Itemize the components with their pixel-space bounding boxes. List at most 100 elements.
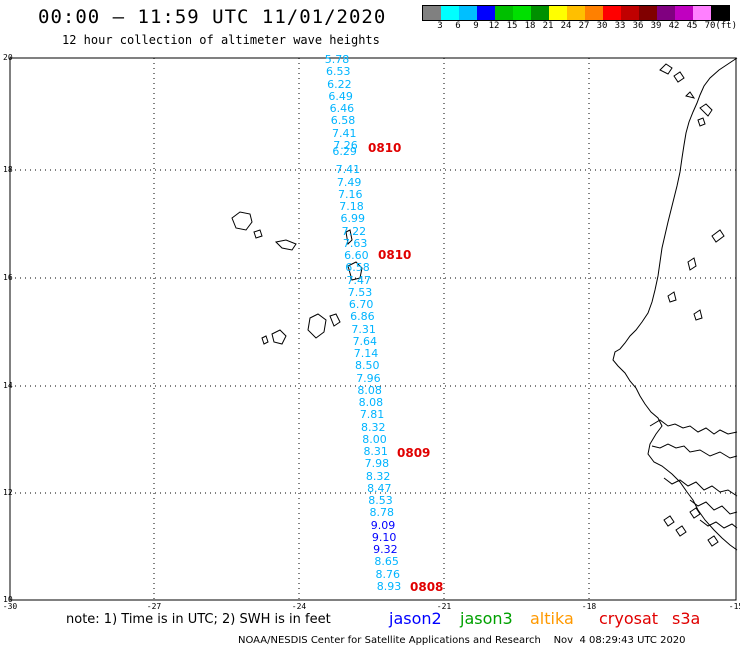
swh-value: 5.78 bbox=[324, 53, 350, 66]
colorbar-label: 42 bbox=[668, 21, 680, 31]
footer-note: note: 1) Time is in UTC; 2) SWH is in fe… bbox=[66, 612, 331, 627]
cape-verde-santo-antao bbox=[231, 211, 253, 231]
colorbar-cell bbox=[657, 6, 675, 20]
swh-value: 8.08 bbox=[357, 383, 382, 397]
swh-value: 8.53 bbox=[368, 494, 393, 508]
swh-value: 7.47 bbox=[346, 273, 372, 287]
colorbar-labels: 3 6 9 12 15 18 21 24 27 30 33 36 39 42 45 70 (ft) bbox=[422, 21, 737, 33]
colorbar-label: 70 bbox=[704, 21, 716, 31]
colorbar-label: 27 bbox=[578, 21, 590, 31]
swh-value: 8.32 bbox=[365, 469, 391, 483]
swh-value: 9.09 bbox=[370, 518, 396, 532]
swh-value: 8.08 bbox=[358, 396, 384, 410]
coast-detail-1 bbox=[649, 419, 738, 435]
colorbar-label: 39 bbox=[650, 21, 662, 31]
swh-value: 9.32 bbox=[373, 543, 398, 557]
inland-feature bbox=[697, 103, 713, 127]
lon-label: -21 bbox=[436, 602, 452, 611]
lat-label: 10 bbox=[3, 595, 13, 604]
colorbar-cell bbox=[495, 6, 513, 20]
colorbar-cell bbox=[585, 6, 603, 20]
inland-lakes bbox=[667, 229, 725, 321]
swh-value: 6.70 bbox=[348, 298, 374, 312]
satellite-legend-altika: altika bbox=[530, 609, 574, 628]
lon-label: -30 bbox=[2, 602, 18, 611]
swh-value: 8.76 bbox=[375, 567, 401, 581]
map-frame bbox=[9, 57, 737, 601]
satellite-legend-jason2: jason2 bbox=[389, 609, 442, 628]
colorbar-cell bbox=[693, 6, 711, 20]
satellite-legend-jason3: jason3 bbox=[460, 609, 513, 628]
swh-value: 8.47 bbox=[367, 481, 392, 495]
colorbar-cell bbox=[441, 6, 459, 20]
swh-value: 8.50 bbox=[354, 359, 380, 373]
swh-value: 7.14 bbox=[353, 347, 379, 361]
swh-value: 7.41 bbox=[332, 126, 357, 140]
cape-verde-boa-vista bbox=[347, 261, 363, 281]
swh-value: 7.63 bbox=[342, 236, 368, 250]
lat-lon-grid bbox=[10, 58, 736, 600]
swh-value: 7.41 bbox=[335, 163, 361, 177]
swh-value: 7.18 bbox=[339, 200, 364, 214]
pass-time: 0809 bbox=[397, 446, 431, 460]
credit-line: NOAA/NESDIS Center for Satellite Applica… bbox=[238, 635, 686, 646]
swh-value: 8.78 bbox=[369, 506, 394, 520]
swh-value: 6.29 bbox=[332, 145, 357, 159]
swh-value: 8.00 bbox=[362, 432, 387, 446]
cape-verde-santiago bbox=[307, 313, 327, 339]
lat-label: 14 bbox=[3, 381, 13, 390]
colorbar-cell bbox=[567, 6, 585, 20]
map-subtitle: 12 hour collection of altimeter wave hei… bbox=[62, 33, 380, 47]
colorbar-cell bbox=[675, 6, 693, 20]
colorbar-label: 3 bbox=[437, 21, 443, 31]
satellite-legend-s3a: s3a bbox=[672, 609, 701, 628]
colorbar-label: (ft) bbox=[715, 21, 738, 31]
colorbar-label: 36 bbox=[632, 21, 644, 31]
colorbar-label: 9 bbox=[473, 21, 479, 31]
colorbar-cell bbox=[477, 6, 495, 20]
lon-label: -15 bbox=[728, 602, 740, 611]
coast-detail-2 bbox=[651, 443, 738, 459]
swh-value: 7.22 bbox=[341, 224, 367, 238]
swh-value: 6.22 bbox=[327, 77, 352, 91]
swh-value: 8.31 bbox=[363, 445, 388, 459]
cape-verde-sao-nicolau bbox=[274, 239, 297, 251]
swh-value: 8.93 bbox=[376, 580, 402, 593]
pass-time: 0810 bbox=[368, 141, 402, 155]
coast-detail-4 bbox=[689, 499, 738, 515]
colorbar-cell bbox=[459, 6, 477, 20]
wave-height-colorbar bbox=[422, 5, 730, 21]
africa-coastline bbox=[612, 57, 738, 551]
swh-value: 6.58 bbox=[345, 261, 370, 275]
colorbar-cell bbox=[531, 6, 549, 20]
lon-label: -18 bbox=[581, 602, 597, 611]
colorbar-label: 15 bbox=[506, 21, 518, 31]
swh-value: 7.26 bbox=[333, 138, 358, 152]
coast-detail-5 bbox=[699, 519, 738, 529]
colorbar-label: 45 bbox=[686, 21, 698, 31]
swh-value: 8.32 bbox=[361, 420, 386, 434]
cape-verde-maio bbox=[329, 313, 341, 327]
lon-label: -27 bbox=[146, 602, 162, 611]
lat-label: 20 bbox=[3, 53, 13, 62]
swh-value: 7.16 bbox=[338, 187, 363, 201]
cape-verde-brava bbox=[261, 335, 269, 345]
colorbar-cell bbox=[423, 6, 441, 20]
pass-time: 0810 bbox=[378, 248, 412, 262]
swh-value: 7.31 bbox=[351, 322, 376, 336]
colorbar-label: 6 bbox=[455, 21, 461, 31]
satellite-legend-cryosat: cryosat bbox=[599, 609, 659, 628]
colorbar-cell bbox=[621, 6, 639, 20]
swh-value: 7.81 bbox=[359, 408, 385, 422]
swh-value: 6.46 bbox=[329, 102, 355, 116]
canary-islands bbox=[659, 63, 696, 99]
swh-value: 7.64 bbox=[352, 334, 378, 348]
swh-value: 7.53 bbox=[347, 285, 373, 299]
coast-detail-3 bbox=[663, 477, 738, 497]
pass-time: 0808 bbox=[410, 580, 444, 594]
colorbar-cell bbox=[513, 6, 531, 20]
colorbar-cell bbox=[603, 6, 621, 20]
swh-value: 6.49 bbox=[328, 89, 353, 103]
colorbar-cell bbox=[639, 6, 657, 20]
